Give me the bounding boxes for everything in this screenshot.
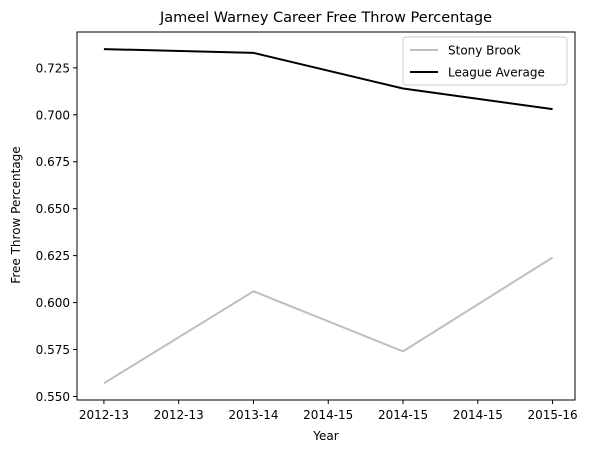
x-tick-label: 2014-15: [453, 408, 503, 422]
x-tick-label: 2012-13: [154, 408, 204, 422]
y-tick-label: 0.700: [36, 108, 70, 122]
axes-frame: [76, 31, 576, 401]
legend-label: Stony Brook: [448, 44, 521, 58]
y-tick-label: 0.550: [36, 390, 70, 404]
y-tick-label: 0.625: [36, 249, 70, 263]
x-axis-label: Year: [312, 429, 338, 443]
y-tick-label: 0.575: [36, 343, 70, 357]
x-tick-label: 2015-16: [527, 408, 577, 422]
x-tick-label: 2012-13: [79, 408, 129, 422]
series-line-stony-brook: [103, 256, 554, 385]
legend-label: League Average: [448, 66, 545, 80]
x-tick-label: 2013-14: [228, 408, 278, 422]
series-line-league-average: [103, 48, 553, 111]
y-tick-label: 0.675: [36, 155, 70, 169]
y-axis-label: Free Throw Percentage: [9, 146, 23, 283]
chart-title: Jameel Warney Career Free Throw Percenta…: [159, 10, 492, 26]
y-tick-label: 0.725: [36, 61, 70, 75]
y-tick-label: 0.600: [36, 296, 70, 310]
plot-area: 0.550 0.575 0.600 0.625 0.650 0.675 0.700 0.725…: [36, 31, 578, 422]
legend: Stony Brook League Average: [402, 36, 568, 86]
y-tick-label: 0.650: [36, 202, 70, 216]
legend-box: [402, 36, 568, 86]
x-tick-label: 2014-15: [378, 408, 428, 422]
x-tick-label: 2014-15: [303, 408, 353, 422]
